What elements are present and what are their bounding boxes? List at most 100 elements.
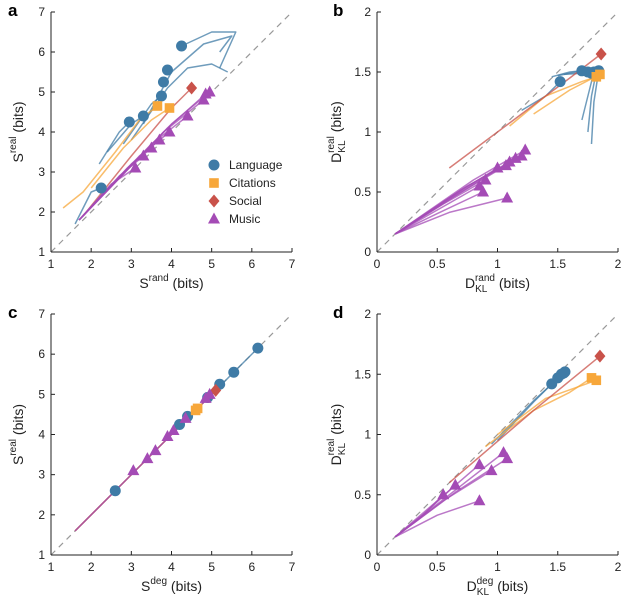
x-tick-label: 2 [615, 257, 622, 271]
point-language [176, 40, 188, 52]
trace-citations [90, 107, 170, 189]
point-music [197, 93, 210, 105]
point-music [503, 155, 516, 167]
trace-music [394, 197, 508, 235]
point-language [554, 76, 566, 88]
point-music [479, 173, 492, 185]
point-music [127, 464, 140, 476]
legend-label-social: Social [229, 194, 262, 208]
legend: Language Citations Social Music [208, 158, 283, 226]
x-tick-label: 1 [48, 560, 55, 574]
trace-music [78, 91, 211, 221]
x-tick-label: 1 [494, 560, 501, 574]
x-axis-label: Srand (bits) [139, 273, 203, 291]
trace-language [130, 63, 229, 141]
point-music [129, 161, 142, 173]
trace-social [82, 87, 193, 217]
y-axis-label: DKLreal (bits) [326, 404, 348, 466]
point-music [149, 444, 162, 456]
trace-music [394, 191, 484, 235]
point-music [485, 464, 498, 476]
point-music [203, 85, 216, 97]
point-citations [164, 103, 175, 113]
y-tick-label: 1 [364, 125, 371, 139]
point-music [161, 430, 174, 442]
x-tick-label: 2 [88, 257, 95, 271]
x-tick-label: 2 [615, 560, 622, 574]
point-music [501, 191, 514, 203]
x-tick-label: 6 [248, 560, 255, 574]
y-tick-label: 1 [364, 428, 371, 442]
point-language [109, 485, 121, 497]
y-tick-label: 2 [38, 205, 45, 219]
trace-music [394, 500, 480, 538]
point-music [437, 488, 450, 500]
x-tick-label: 0 [374, 257, 381, 271]
y-tick-label: 0 [364, 245, 371, 259]
panel-c: 1 2 3 4 5 6 7 1 2 3 4 5 6 7 Sdeg (bits) Sreal (bits) c [8, 303, 296, 594]
x-tick-label: 0 [374, 560, 381, 574]
point-music [501, 452, 514, 464]
y-tick-label: 3 [38, 468, 45, 482]
point-citations [152, 101, 163, 111]
x-tick-label: 0.5 [429, 560, 446, 574]
trace-citations [497, 379, 597, 436]
legend-marker-citations [209, 178, 219, 188]
y-tick-label: 4 [38, 125, 45, 139]
point-citations [192, 403, 203, 414]
y-tick-label: 5 [38, 387, 45, 401]
y-tick-label: 4 [38, 428, 45, 442]
point-music [145, 141, 158, 153]
y-axis-label: Sreal (bits) [8, 101, 26, 162]
point-music [515, 149, 528, 161]
x-tick-label: 1.5 [549, 560, 566, 574]
x-tick-label: 5 [208, 257, 215, 271]
panel-letter: d [333, 303, 343, 322]
x-axis-label: DKLrand (bits) [465, 273, 530, 295]
point-music [179, 411, 192, 423]
point-language [157, 76, 169, 88]
y-tick-label: 5 [38, 85, 45, 99]
trace-social [448, 53, 602, 169]
trace-music [394, 464, 480, 538]
x-tick-label: 4 [168, 257, 175, 271]
y-tick-label: 3 [38, 165, 45, 179]
point-music [477, 185, 490, 197]
point-music [473, 494, 486, 506]
y-tick-label: 1.5 [354, 367, 371, 381]
point-music [163, 125, 176, 137]
x-tick-label: 7 [289, 257, 296, 271]
y-tick-label: 1 [38, 548, 45, 562]
trace-social [448, 355, 601, 484]
point-social [595, 47, 607, 61]
trace-citations [533, 73, 601, 115]
legend-marker-music [208, 212, 220, 224]
trace-language [142, 35, 233, 125]
legend-label-language: Language [229, 158, 283, 172]
trace-language [181, 31, 237, 69]
y-tick-label: 1.5 [354, 65, 371, 79]
panel-letter: a [8, 1, 18, 20]
panel-d: 0 0.5 1 1.5 2 0 0.5 1 1.5 2 DKLdeg (bits) DKLreal (… [326, 303, 622, 598]
x-tick-label: 1 [494, 257, 501, 271]
y-tick-label: 2 [364, 307, 371, 321]
legend-marker-social [208, 194, 220, 208]
point-language [228, 366, 240, 378]
y-tick-label: 2 [38, 508, 45, 522]
y-tick-label: 6 [38, 347, 45, 361]
x-tick-label: 1.5 [549, 257, 566, 271]
y-tick-label: 0.5 [354, 185, 371, 199]
x-tick-label: 2 [88, 560, 95, 574]
x-tick-label: 7 [289, 560, 296, 574]
y-tick-label: 7 [38, 307, 45, 321]
x-tick-label: 6 [248, 257, 255, 271]
panel-letter: b [333, 1, 343, 20]
point-music [153, 133, 166, 145]
y-axis-label: DKLreal (bits) [326, 101, 348, 163]
legend-label-music: Music [229, 212, 260, 226]
point-citations [595, 69, 605, 80]
point-social [594, 349, 606, 363]
point-language [559, 366, 571, 378]
trace-citations [484, 377, 592, 448]
